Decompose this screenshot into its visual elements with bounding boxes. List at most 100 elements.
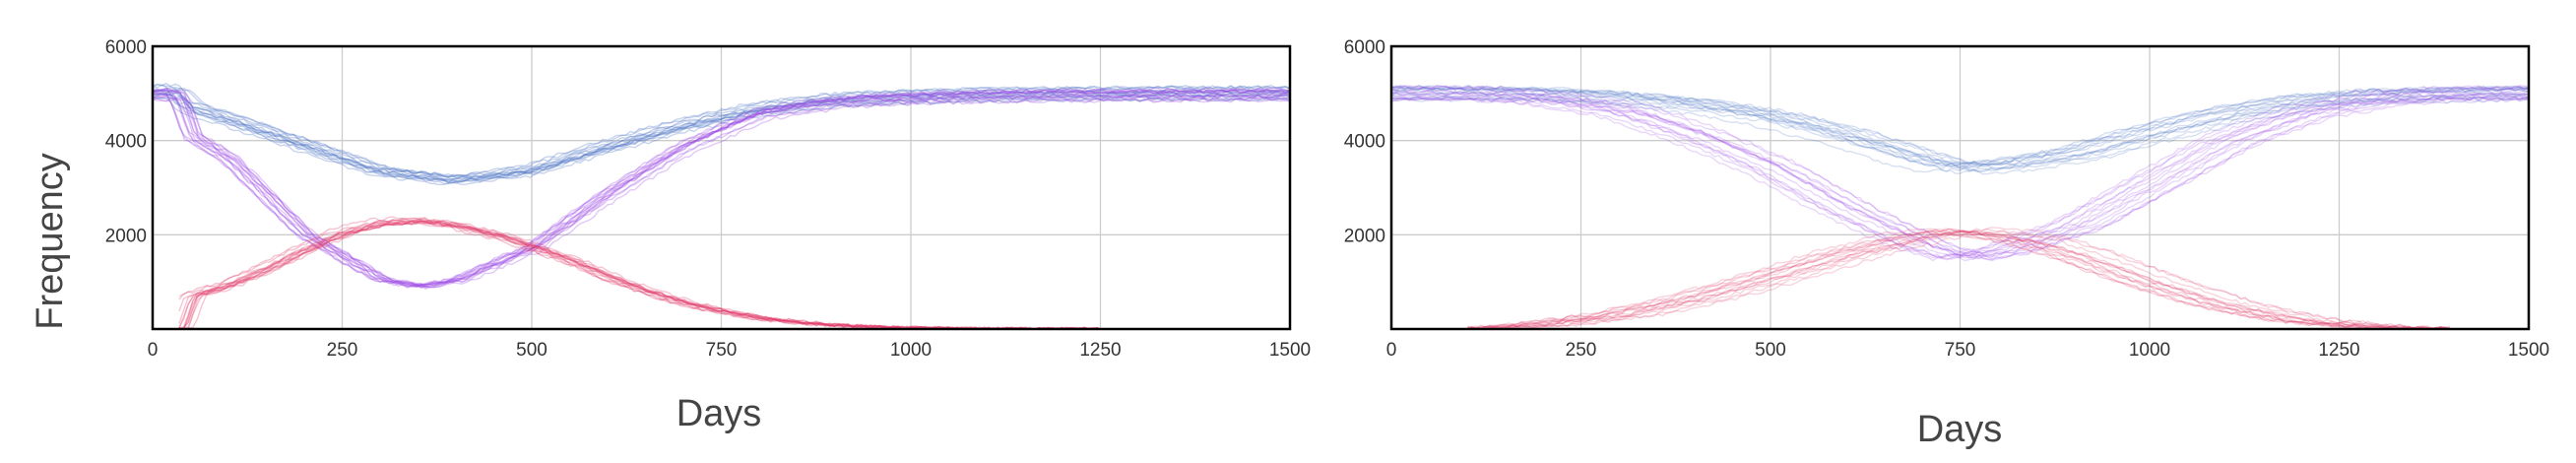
series-1-run	[153, 89, 1290, 288]
series-2-run	[178, 219, 1099, 329]
series-1-run	[1391, 93, 2529, 260]
x-tick-labels: 0 250 500 750 1000 1250 1500	[1386, 340, 2549, 361]
series-1-run	[1391, 85, 2529, 257]
series-1-run	[153, 94, 1290, 288]
series-0-run	[153, 95, 1290, 186]
series-2-run	[1466, 230, 2450, 329]
series-0-run	[153, 97, 1290, 186]
series-1-run	[1391, 89, 2529, 260]
series-2-run	[1466, 228, 2450, 329]
plot-frame	[151, 44, 1292, 331]
series-1-run	[1391, 96, 2529, 262]
series-0-run	[153, 92, 1290, 183]
series-0-run	[1391, 87, 2529, 168]
x-tick-label: 1000	[890, 340, 932, 361]
series-1-run	[1391, 95, 2529, 262]
series-0-run	[1391, 94, 2529, 172]
series-0	[1391, 84, 2529, 175]
series-1	[153, 87, 1290, 290]
series-1-run	[1391, 90, 2529, 260]
series-2-run	[178, 217, 1099, 329]
y-tick-label: 6000	[1344, 37, 1385, 58]
series-1-run	[1391, 84, 2529, 257]
chart-panel-right: 0 250 500 750 1000 1250 1500 2000 4000 6000 Days	[1344, 37, 2549, 450]
series-1-run	[153, 89, 1290, 289]
series-0-run	[1391, 91, 2529, 171]
series-0	[153, 82, 1290, 186]
series-0-run	[1391, 86, 2529, 167]
y-tick-label: 6000	[105, 37, 147, 58]
series-2-run	[178, 220, 1099, 329]
series-0-run	[1391, 89, 2529, 170]
series-1-run	[1391, 96, 2529, 262]
series-0-run	[153, 92, 1290, 183]
y-tick-label: 4000	[1344, 132, 1385, 153]
series-2-run	[1466, 232, 2451, 329]
x-tick-label: 500	[1755, 340, 1786, 361]
series-2	[1466, 227, 2451, 329]
series-1-run	[1391, 98, 2529, 261]
series-0-run	[1391, 95, 2529, 173]
y-tick-label: 4000	[105, 132, 147, 153]
series-2-run	[1466, 228, 2451, 329]
series-0-run	[153, 87, 1290, 180]
series-1-run	[153, 88, 1290, 289]
series-1	[1391, 84, 2529, 262]
series-0-run	[1391, 98, 2529, 175]
series-1-run	[153, 88, 1290, 287]
series-1-run	[153, 90, 1290, 289]
series-2-run	[1466, 228, 2451, 329]
series-layer	[1391, 84, 2529, 329]
series-2-run	[1466, 227, 2451, 329]
series-0-run	[1391, 84, 2529, 165]
series-1-run	[153, 94, 1290, 289]
series-0-run	[1391, 87, 2529, 166]
series-layer	[153, 82, 1290, 329]
series-1-run	[153, 92, 1290, 288]
series-1-run	[153, 87, 1290, 288]
series-1-run	[153, 95, 1290, 290]
series-1-run	[1391, 85, 2529, 258]
y-tick-labels: 2000 4000 6000	[105, 37, 147, 246]
series-2-run	[178, 217, 1099, 329]
series-2-run	[1466, 230, 2450, 329]
x-tick-label: 1500	[1269, 340, 1311, 361]
series-1-run	[153, 97, 1290, 289]
series-0-run	[153, 82, 1290, 178]
series-0-run	[1391, 85, 2529, 165]
series-2-run	[1466, 231, 2450, 329]
series-0-run	[153, 91, 1290, 184]
x-tick-label: 250	[327, 340, 358, 361]
x-axis-title: Days	[1917, 409, 2003, 450]
series-0-run	[1391, 91, 2529, 169]
series-0-run	[1391, 86, 2529, 166]
grid-lines	[153, 46, 1290, 329]
series-0-run	[1391, 96, 2529, 174]
series-1-run	[153, 90, 1290, 289]
series-2-run	[1466, 228, 2451, 329]
series-1-run	[1391, 91, 2529, 260]
x-tick-label: 1500	[2508, 340, 2549, 361]
x-tick-label: 0	[148, 340, 159, 361]
plot-frame	[1389, 44, 2531, 331]
x-tick-labels: 0 250 500 750 1000 1250 1500	[148, 340, 1311, 361]
series-0-run	[1391, 87, 2529, 167]
series-2-run	[178, 220, 1099, 329]
series-2-run	[178, 220, 1099, 329]
x-tick-label: 750	[706, 340, 738, 361]
series-1-run	[1391, 92, 2529, 260]
series-0-run	[153, 83, 1290, 178]
series-2-run	[1466, 230, 2450, 329]
x-tick-label: 750	[1945, 340, 1976, 361]
grid-lines	[1391, 46, 2529, 329]
y-tick-label: 2000	[105, 226, 147, 246]
series-1-run	[1391, 87, 2529, 259]
series-1-run	[1391, 96, 2529, 261]
x-tick-label: 1250	[1079, 340, 1121, 361]
y-tick-labels: 2000 4000 6000	[1344, 37, 1385, 246]
series-0-run	[153, 93, 1290, 184]
series-2-run	[178, 220, 1099, 329]
x-tick-label: 250	[1566, 340, 1597, 361]
y-tick-label: 2000	[1344, 226, 1385, 246]
